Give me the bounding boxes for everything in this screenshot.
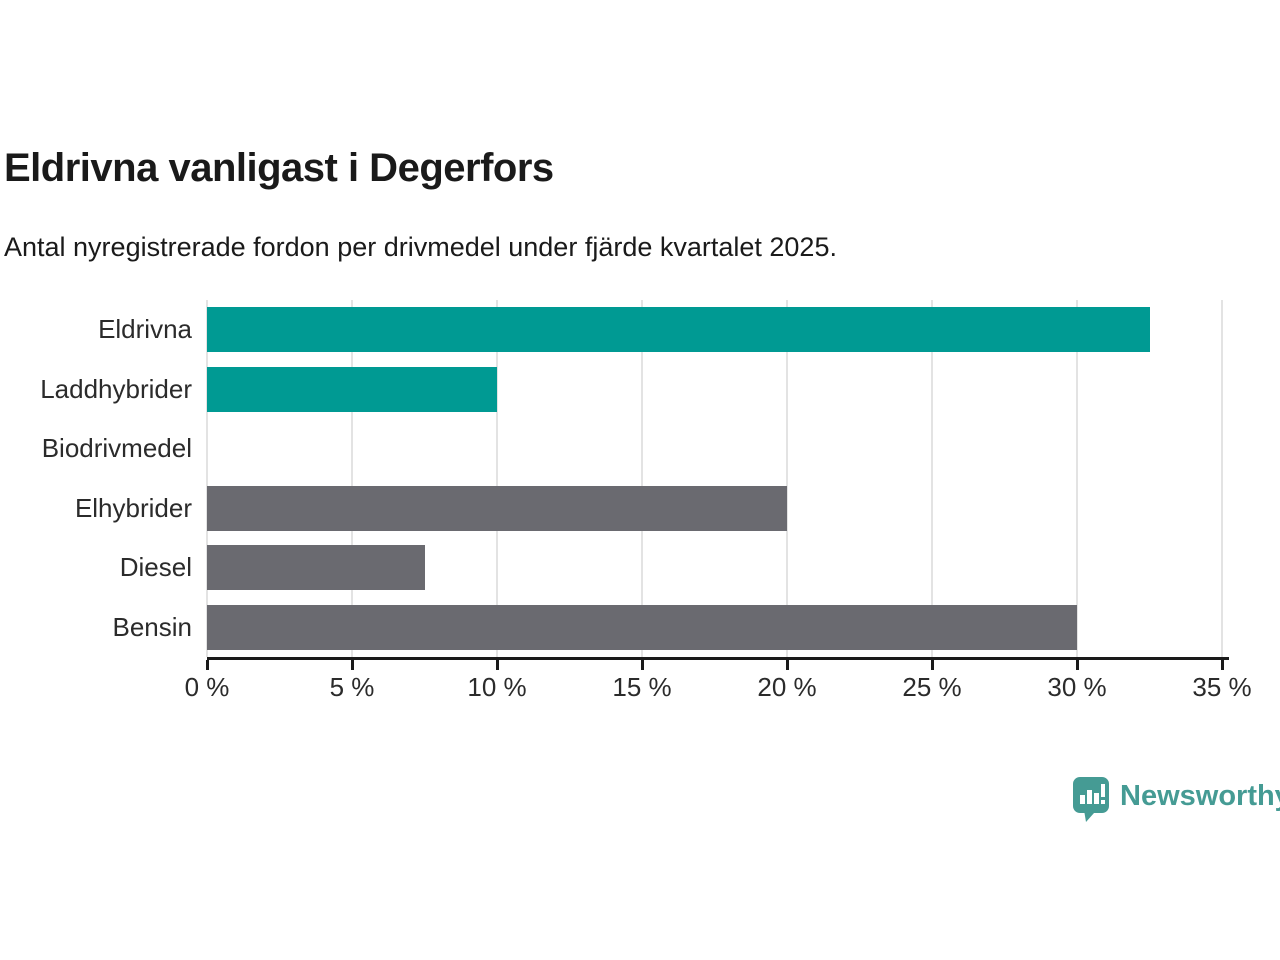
bar-bensin: [207, 604, 1077, 650]
chart-title: Eldrivna vanligast i Degerfors: [4, 146, 554, 190]
newsworthy-logo-text: Newsworthy: [1120, 780, 1280, 812]
x-tick-label-30: 30 %: [1047, 672, 1107, 702]
x-tick-30: [1075, 660, 1079, 670]
gridline-10%: [496, 300, 498, 657]
plot-area: [206, 300, 1223, 657]
x-tick-10: [495, 660, 499, 670]
x-tick-label-0: 0 %: [184, 672, 230, 702]
category-label-eldrivna: Eldrivna: [98, 314, 192, 345]
bar-laddhybrider: [207, 366, 497, 412]
gridline-15%: [641, 300, 643, 657]
bar-eldrivna: [207, 307, 1150, 353]
newsworthy-logo: Newsworthy: [1072, 776, 1280, 822]
bar-elhybrider: [207, 485, 787, 531]
x-axis-line: [207, 657, 1229, 660]
x-tick-20: [785, 660, 789, 670]
chart-subtitle: Antal nyregistrerade fordon per drivmede…: [4, 232, 837, 262]
x-tick-25: [930, 660, 934, 670]
gridline-5%: [351, 300, 353, 657]
x-tick-label-35: 35 %: [1192, 672, 1252, 702]
x-tick-label-10: 10 %: [467, 672, 527, 702]
gridline-35%: [1221, 300, 1223, 657]
gridline-20%: [786, 300, 788, 657]
gridline-25%: [931, 300, 933, 657]
category-label-biodrivmedel: Biodrivmedel: [41, 433, 192, 464]
x-tick-label-20: 20 %: [757, 672, 817, 702]
gridline-30%: [1076, 300, 1078, 657]
category-label-diesel: Diesel: [119, 552, 192, 583]
bar-chart: Eldrivna Laddhybrider Biodrivmedel Elhybrid…: [40, 300, 1252, 702]
x-tick-label-25: 25 %: [902, 672, 962, 702]
x-tick-0: [205, 660, 209, 670]
category-label-laddhybrider: Laddhybrider: [40, 373, 192, 404]
x-tick-5: [350, 660, 354, 670]
bar-diesel: [207, 545, 425, 591]
category-label-elhybrider: Elhybrider: [74, 492, 192, 523]
x-tick-label-5: 5 %: [329, 672, 375, 702]
newsworthy-logo-icon: [1073, 777, 1109, 822]
x-tick-35: [1220, 660, 1224, 670]
x-tick-15: [640, 660, 644, 670]
category-label-bensin: Bensin: [112, 611, 193, 642]
x-tick-label-15: 15 %: [612, 672, 672, 702]
gridline-0%: [206, 300, 208, 657]
